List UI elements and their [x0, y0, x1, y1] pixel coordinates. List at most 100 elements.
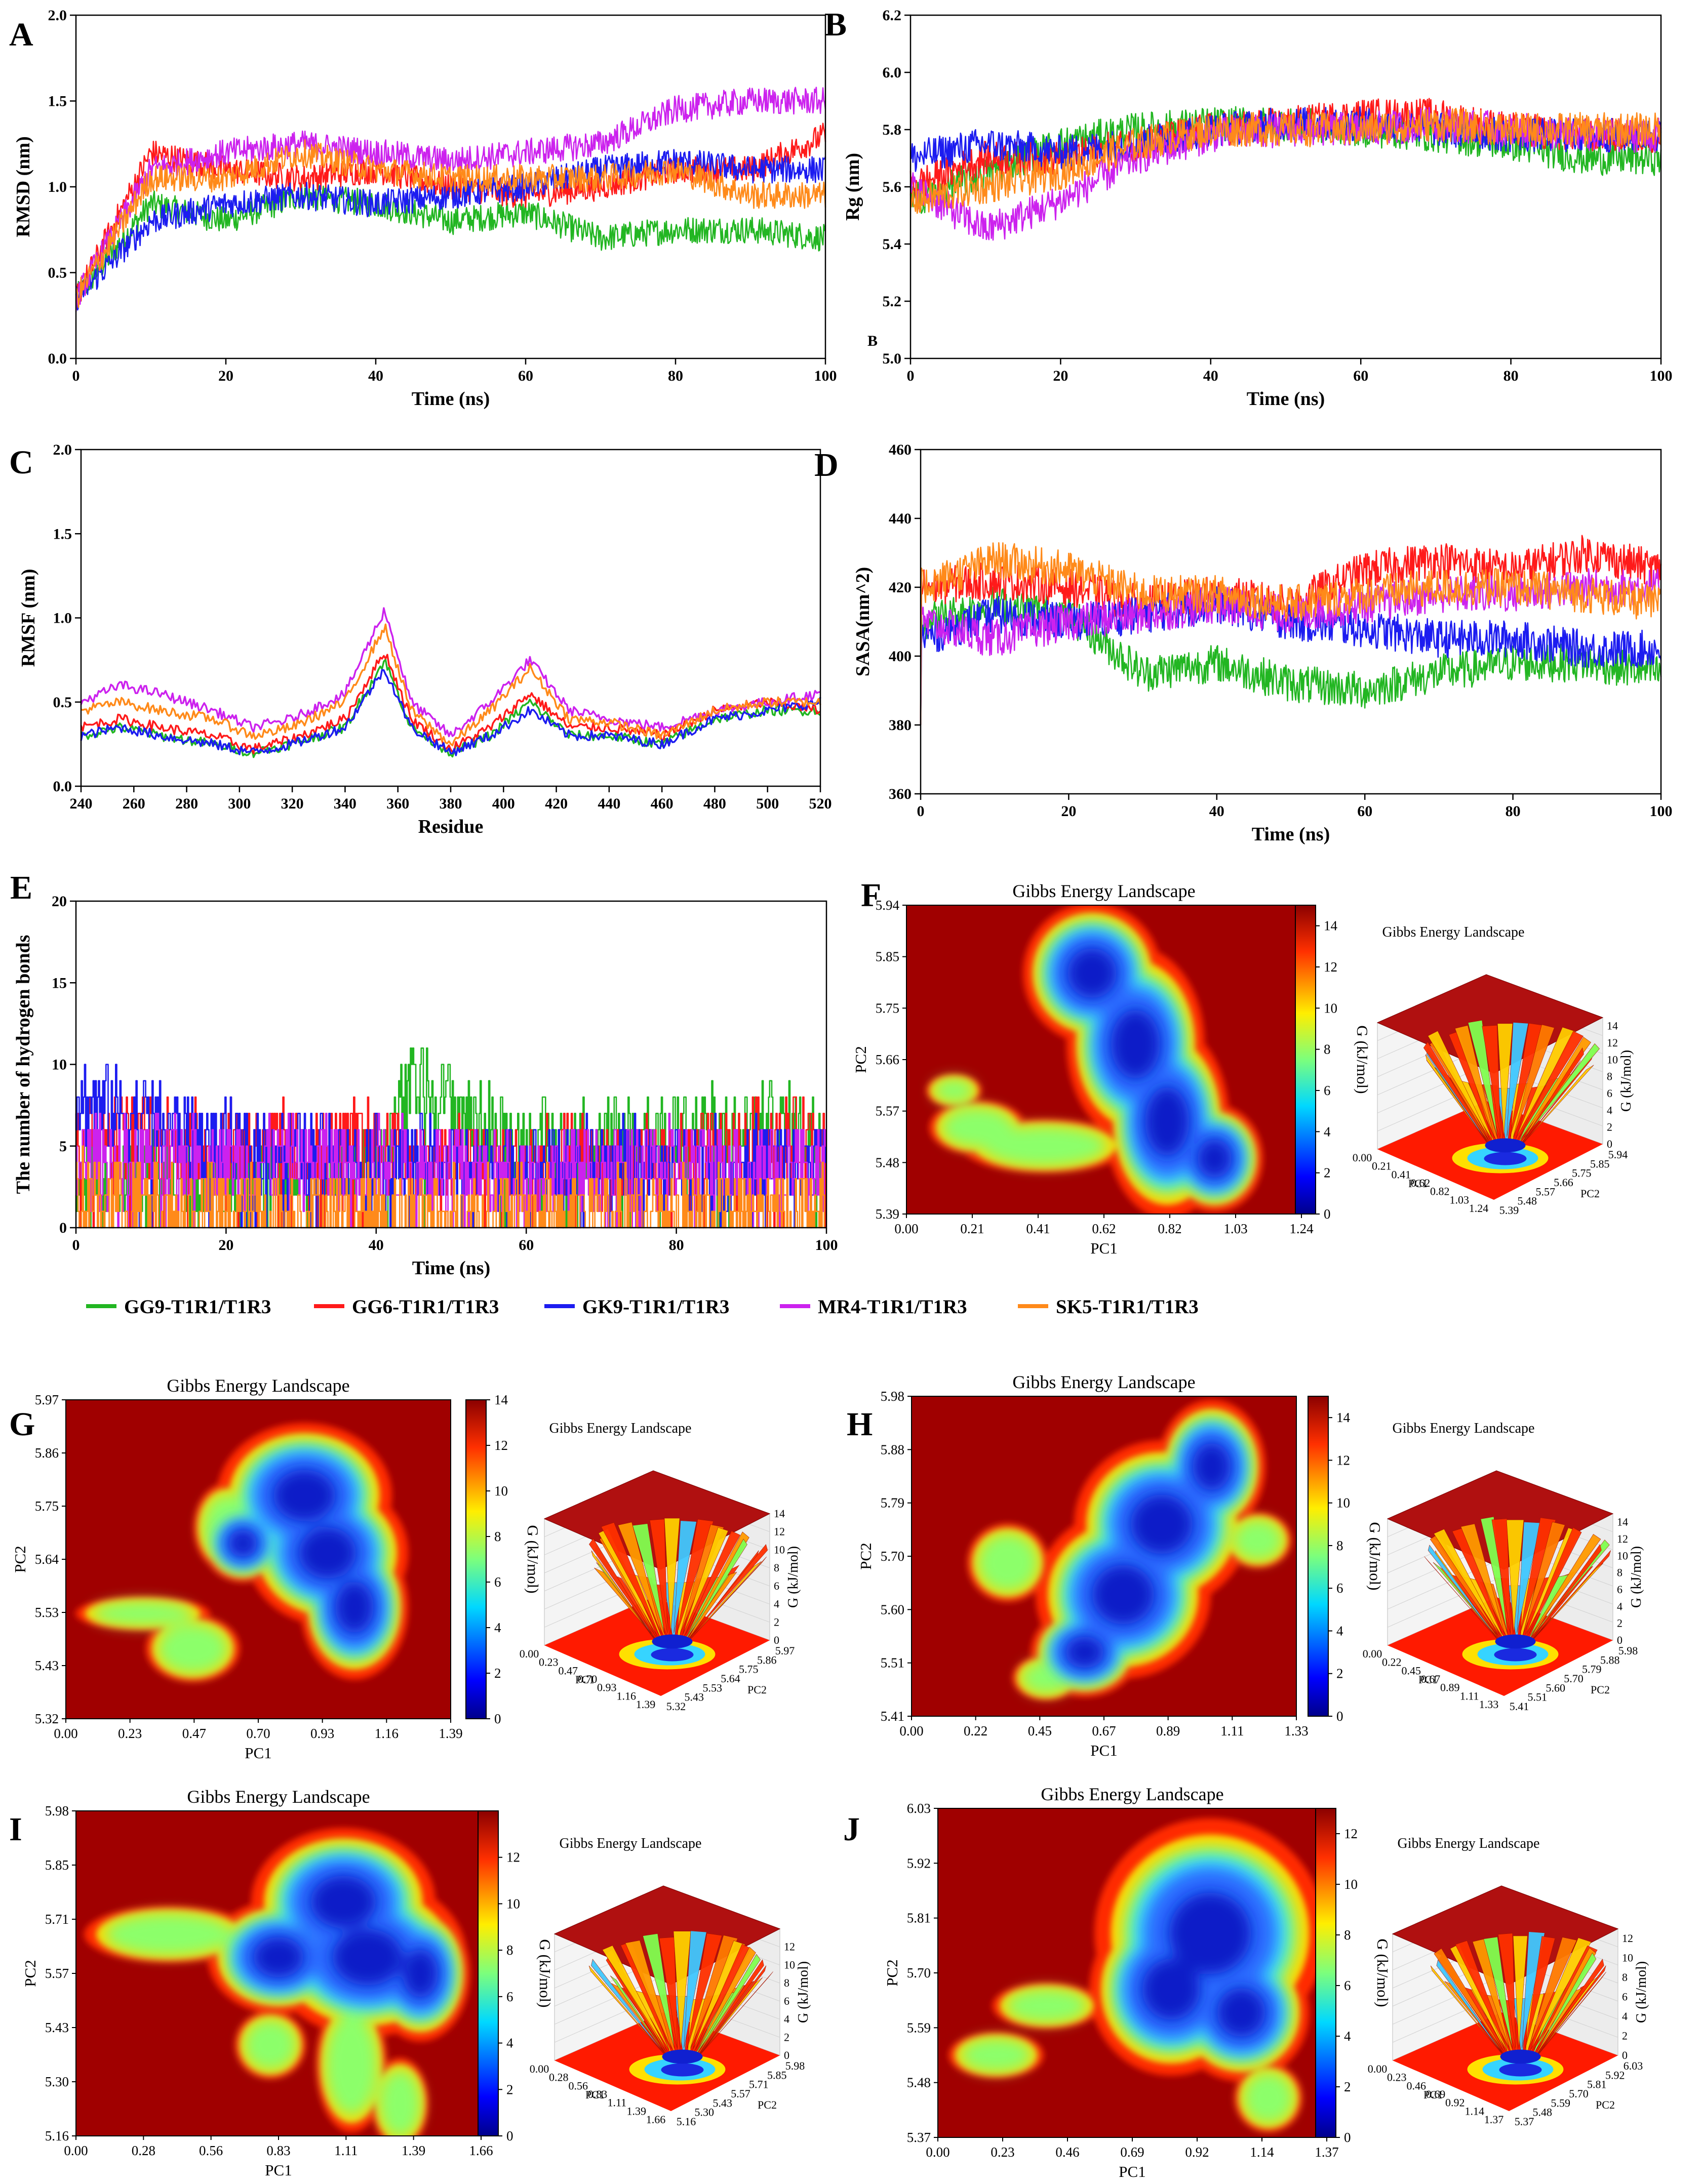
x-tick-label: 60 [1353, 368, 1368, 384]
surface-floor-contour [1494, 1648, 1537, 1662]
x-tick-label: 0.46 [1055, 2145, 1079, 2160]
colorbar-tick-label: 14 [1324, 918, 1338, 934]
surface-y-tick-label: 5.88 [1600, 1653, 1620, 1666]
surface-y-tick-label: 5.64 [721, 1672, 740, 1685]
x-axis-title: Time (ns) [412, 388, 490, 410]
colorbar-tick-label: 14 [1336, 1410, 1351, 1425]
y-tick-label: 440 [889, 510, 912, 527]
x-tick-label: 0.23 [118, 1726, 142, 1741]
x-axis-title: PC1 [1119, 2163, 1145, 2180]
y-tick-label: 5.98 [881, 1389, 904, 1404]
surface-y-tick-label: 5.71 [749, 2078, 769, 2091]
x-axis-title: PC1 [1090, 1239, 1117, 1257]
surface-funnel-bottom [662, 2050, 703, 2064]
surface-y-tick-label: 5.32 [666, 1700, 686, 1713]
y-tick-label: 5.70 [907, 1965, 931, 1980]
x-tick-label: 0.92 [1185, 2145, 1209, 2160]
colorbar-tick-label: 10 [494, 1483, 508, 1499]
z-axis-title: G (kJ/mol) [785, 1546, 801, 1608]
z-tick-label: 14 [774, 1507, 785, 1520]
x-tick-label: 260 [123, 795, 145, 812]
y-axis-title: PC2 [11, 1546, 29, 1572]
y-tick-label: 5.30 [45, 2074, 69, 2089]
surface-x-tick-label: 1.66 [646, 2113, 666, 2126]
z-axis-title: G (kJ/mol) [796, 1961, 811, 2023]
energy-basin [311, 1876, 376, 1928]
y-axis-title: PC2 [857, 1543, 875, 1569]
surface-y-axis-title: PC2 [758, 2098, 777, 2111]
surface-x-tick-label: 1.33 [1479, 1698, 1499, 1711]
surface-x-tick-label: 0.00 [1363, 1647, 1382, 1660]
surface-y-tick-label: 5.86 [757, 1653, 777, 1666]
y-axis-title: RMSF (nm) [18, 569, 39, 667]
y-tick-label: 6.03 [907, 1801, 931, 1816]
energy-basin [933, 1078, 974, 1103]
z-tick-label: 8 [1607, 1070, 1612, 1083]
colorbar-label: G (kJ/mol) [524, 1525, 542, 1593]
colorbar-tick-label: 6 [1344, 1978, 1351, 1993]
surface-y-tick-label: 5.60 [1546, 1681, 1565, 1694]
colorbar-tick-label: 4 [1336, 1623, 1343, 1638]
y-tick-label: 2.0 [48, 7, 67, 24]
x-tick-label: 1.16 [375, 1726, 399, 1741]
y-tick-label: 5.6 [883, 179, 902, 195]
y-tick-label: 5.8 [883, 122, 902, 138]
x-tick-label: 1.03 [1223, 1221, 1247, 1236]
panel-letter-B: B [824, 6, 847, 43]
z-tick-label: 12 [784, 1940, 795, 1953]
y-tick-label: 420 [889, 579, 912, 596]
figure-canvas: 0 20 40 60 80 1000.00.51.01.52.0Time (ns)RMSD… [0, 0, 1702, 2184]
y-tick-label: 5.39 [876, 1206, 899, 1222]
surface-y-tick-label: 5.92 [1605, 2069, 1625, 2081]
x-tick-label: 40 [369, 1237, 384, 1253]
x-tick-label: 20 [1061, 803, 1076, 820]
z-tick-label: 8 [774, 1561, 779, 1574]
panel-C: 240 260 280 300 320 340 360 380 400 420 440 460 480 5… [9, 441, 832, 837]
panel-J: Gibbs Energy Landscape0.00 0.23 0.46 0.69 0.… [843, 1784, 1649, 2180]
surface-title: Gibbs Energy Landscape [560, 1836, 702, 1851]
x-tick-label: 1.39 [439, 1726, 462, 1741]
surface-x-tick-label: 0.00 [1368, 2062, 1388, 2075]
y-tick-label: 1.5 [48, 93, 67, 110]
z-tick-label: 4 [774, 1598, 779, 1610]
x-tick-label: 460 [651, 795, 674, 812]
x-tick-label: 0 [917, 803, 925, 820]
energy-basin [1142, 1959, 1200, 2020]
y-tick-label: 5.64 [35, 1552, 59, 1567]
y-tick-label: 5.2 [883, 293, 902, 310]
colorbar-label: G (kJ/mol) [1366, 1522, 1384, 1590]
z-tick-label: 6 [774, 1580, 779, 1592]
colorbar-tick-label: 2 [1324, 1165, 1331, 1181]
x-axis-title: PC1 [245, 1744, 271, 1762]
surface-y-tick-label: 5.70 [1564, 1672, 1584, 1685]
surface-y-tick-label: 5.48 [1533, 2106, 1553, 2119]
x-axis-title: Time (ns) [1247, 388, 1325, 410]
y-tick-label: 400 [889, 648, 912, 665]
x-tick-label: 80 [1503, 368, 1519, 384]
y-tick-label: 380 [889, 717, 912, 734]
x-tick-label: 0.00 [926, 2145, 949, 2160]
series-line-MR4 [76, 88, 825, 312]
colorbar-tick-label: 12 [506, 1850, 520, 1865]
surface-y-tick-label: 5.85 [1590, 1157, 1610, 1170]
colorbar-tick-label: 6 [494, 1574, 501, 1590]
z-tick-label: 2 [1617, 1617, 1622, 1630]
y-tick-label: 5.0 [883, 350, 902, 367]
surface-y-axis-title: PC2 [747, 1683, 767, 1696]
surface-x-axis-title: PC1 [1418, 1673, 1438, 1686]
x-axis-title: Residue [418, 816, 484, 837]
y-tick-label: 6.0 [883, 64, 902, 81]
colorbar-tick-label: 10 [1324, 1000, 1337, 1016]
energy-basin [244, 2019, 297, 2071]
surface-floor-contour [1484, 1152, 1527, 1165]
y-tick-label: 5.75 [35, 1499, 59, 1514]
legend-label-GK9: GK9-T1R1/T1R3 [582, 1296, 729, 1318]
surface-x-tick-label: 1.16 [616, 1689, 636, 1702]
x-tick-label: 0.21 [960, 1221, 984, 1236]
x-tick-label: 0 [72, 368, 80, 384]
x-tick-label: 40 [368, 368, 383, 384]
surface-y-tick-label: 5.81 [1587, 2078, 1607, 2091]
x-axis-title: Time (ns) [1252, 824, 1330, 845]
energy-basin [1111, 1009, 1160, 1078]
